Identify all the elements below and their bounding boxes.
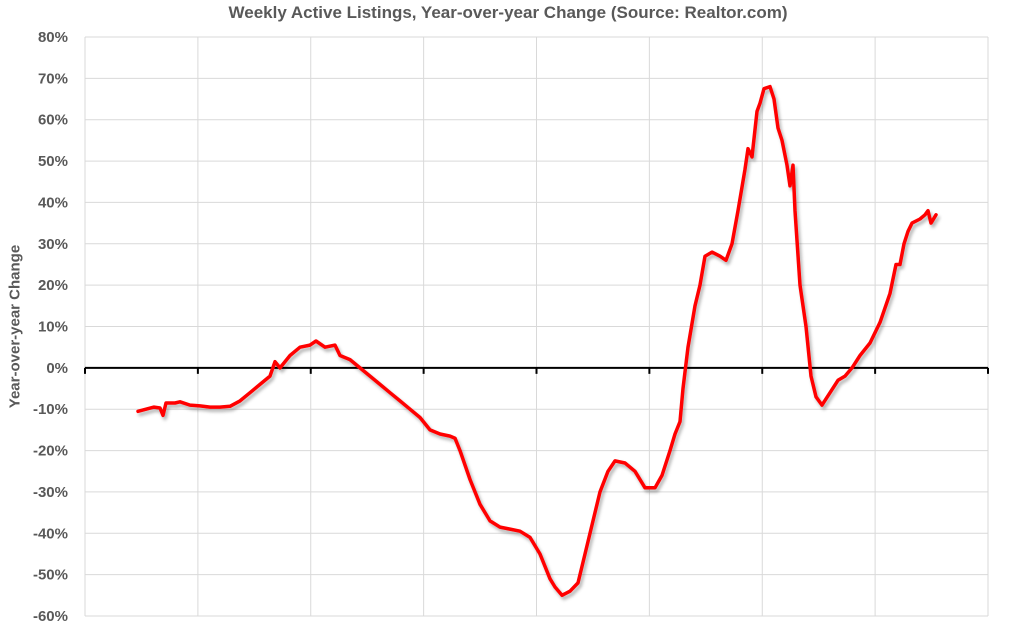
y-tick-label: 60%	[38, 112, 68, 129]
y-tick-label: 50%	[38, 153, 68, 170]
y-tick-label: -40%	[33, 525, 68, 542]
series-group	[136, 84, 938, 598]
y-tick-label: -50%	[33, 567, 68, 584]
y-tick-label: -20%	[33, 443, 68, 460]
y-tick-label: 0%	[46, 360, 68, 377]
y-tick-label: 80%	[38, 29, 68, 46]
y-tick-label: -30%	[33, 484, 68, 501]
y-tick-label: 30%	[38, 236, 68, 253]
y-tick-label: 10%	[38, 319, 68, 336]
y-tick-label: 40%	[38, 194, 68, 211]
y-tick-label: -60%	[33, 608, 68, 625]
gridlines	[84, 36, 989, 617]
y-tick-labels: 80% 70% 60% 50% 40% 30% 20% 10% 0% -10% -20% -30% -4…	[33, 29, 68, 625]
chart-title: Weekly Active Listings, Year-over-year C…	[228, 3, 788, 22]
series-line	[136, 84, 938, 598]
y-tick-label: 70%	[38, 70, 68, 87]
y-tick-label: -10%	[33, 401, 68, 418]
x-axis	[84, 366, 989, 374]
y-tick-label: 20%	[38, 277, 68, 294]
